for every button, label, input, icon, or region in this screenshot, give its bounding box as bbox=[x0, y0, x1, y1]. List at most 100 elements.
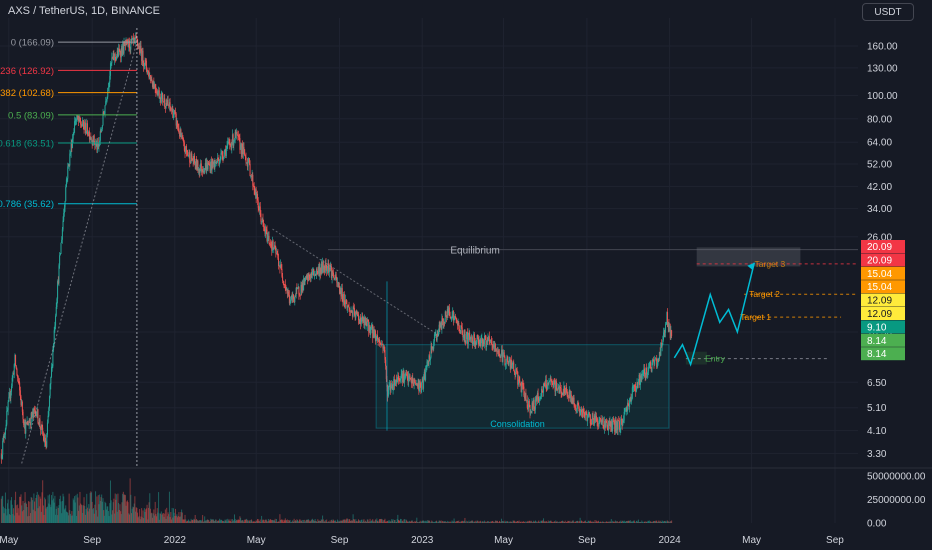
volume-bar bbox=[606, 521, 608, 523]
volume-bar bbox=[155, 514, 157, 523]
volume-bar bbox=[262, 519, 264, 523]
candle-body bbox=[421, 382, 423, 393]
candle-body bbox=[292, 294, 294, 300]
candle-body bbox=[541, 388, 543, 393]
volume-bar bbox=[6, 503, 8, 523]
volume-bar bbox=[77, 497, 79, 523]
volume-bar bbox=[286, 520, 288, 523]
candle-body bbox=[324, 265, 326, 273]
volume-bar bbox=[501, 518, 503, 523]
volume-bar bbox=[13, 508, 15, 523]
volume-bar bbox=[147, 507, 149, 523]
volume-bar bbox=[381, 519, 383, 523]
volume-bar bbox=[144, 512, 146, 523]
volume-bar bbox=[122, 491, 124, 523]
volume-bar bbox=[444, 521, 446, 523]
volume-bar bbox=[313, 520, 315, 523]
candle-body bbox=[545, 379, 547, 388]
candle-body bbox=[622, 422, 624, 426]
volume-bar bbox=[610, 521, 612, 523]
volume-bar bbox=[318, 520, 320, 523]
volume-bar bbox=[28, 515, 30, 523]
fibonacci-levels: 0 (166.09)0.236 (126.92)0.382 (102.68)0.… bbox=[0, 28, 138, 467]
candle-body bbox=[492, 345, 494, 348]
volume-bar bbox=[620, 522, 622, 523]
volume-bar bbox=[469, 522, 471, 523]
candle-body bbox=[128, 40, 130, 47]
volume-bar bbox=[168, 514, 170, 523]
target-zone bbox=[696, 247, 801, 267]
candle-body bbox=[122, 43, 124, 54]
candle-body bbox=[447, 309, 449, 313]
candle-body bbox=[288, 295, 290, 304]
candle-body bbox=[185, 146, 187, 153]
volume-bar bbox=[414, 521, 416, 523]
volume-bar bbox=[300, 521, 302, 523]
candle-body bbox=[665, 324, 667, 333]
volume-bar bbox=[172, 517, 174, 523]
candle-body bbox=[524, 393, 526, 399]
volume-bar bbox=[646, 521, 648, 523]
candle-body bbox=[629, 398, 631, 408]
candle-body bbox=[126, 40, 128, 42]
volume-bar bbox=[414, 521, 416, 523]
volume-bar bbox=[498, 520, 500, 523]
volume-bar bbox=[63, 496, 65, 523]
candle-body bbox=[92, 143, 94, 145]
volume-bar bbox=[600, 521, 602, 523]
candle-body bbox=[91, 138, 93, 145]
candle-body bbox=[538, 398, 540, 401]
volume-bar bbox=[560, 521, 562, 523]
volume-bar bbox=[275, 521, 277, 523]
price-badge bbox=[861, 253, 905, 267]
candle-body bbox=[65, 187, 67, 202]
volume-bar bbox=[213, 520, 215, 523]
candle-body bbox=[490, 339, 492, 341]
volume-bar bbox=[142, 510, 144, 523]
volume-bar bbox=[329, 520, 331, 523]
volume-bar bbox=[606, 521, 608, 523]
volume-bar bbox=[390, 521, 392, 523]
volume-bar bbox=[229, 521, 231, 523]
volume-bar bbox=[553, 521, 555, 523]
candle-body bbox=[311, 271, 313, 276]
candle-body bbox=[309, 277, 311, 279]
volume-bar bbox=[538, 521, 540, 523]
volume-bar bbox=[480, 520, 482, 523]
candle-body bbox=[82, 120, 84, 126]
volume-bar bbox=[482, 521, 484, 523]
volume-bar bbox=[545, 520, 547, 523]
volume-bar bbox=[201, 519, 203, 523]
volume-bar bbox=[482, 521, 484, 523]
candle-body bbox=[237, 134, 239, 136]
candle-body bbox=[103, 112, 105, 114]
candle-body bbox=[174, 111, 176, 113]
candle-body bbox=[451, 315, 453, 318]
volume-bar bbox=[33, 493, 35, 523]
candle-body bbox=[34, 408, 36, 410]
candle-body bbox=[236, 131, 238, 135]
volume-bar bbox=[604, 522, 606, 523]
currency-button[interactable]: USDT bbox=[862, 3, 914, 21]
volume-bar bbox=[365, 521, 367, 523]
volume-bar bbox=[21, 511, 23, 523]
candle-body bbox=[255, 189, 257, 196]
candle-body bbox=[120, 54, 122, 58]
volume-bar bbox=[233, 519, 235, 523]
candle-body bbox=[99, 140, 101, 145]
volume-bar bbox=[393, 521, 395, 523]
volume-bar bbox=[554, 522, 556, 523]
volume-bar bbox=[207, 519, 209, 523]
volume-bar bbox=[166, 516, 168, 523]
volume-bar bbox=[361, 519, 363, 523]
volume-bar bbox=[552, 521, 554, 523]
volume-bar bbox=[669, 522, 671, 523]
candle-body bbox=[377, 339, 379, 342]
fib-label: 0.382 (102.68) bbox=[0, 88, 54, 99]
candle-body bbox=[419, 380, 421, 392]
volume-bar bbox=[248, 520, 250, 523]
candle-body bbox=[429, 355, 431, 361]
volume-bar bbox=[537, 521, 539, 523]
candle-body bbox=[286, 289, 288, 291]
